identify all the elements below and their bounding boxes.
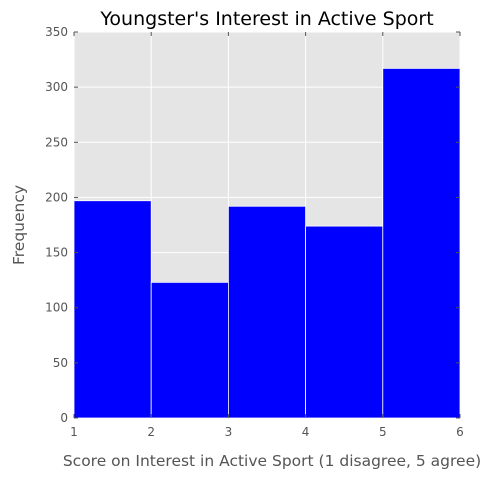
histogram-bar <box>306 226 383 418</box>
x-tick-label: 2 <box>147 425 155 439</box>
y-axis-label: Frequency <box>10 185 28 265</box>
y-tick-label: 100 <box>45 301 68 315</box>
x-tick-labels: 1 2 3 4 5 6 <box>70 425 464 439</box>
y-tick-label: 50 <box>53 356 68 370</box>
y-tick-label: 150 <box>45 246 68 260</box>
x-tick-label: 3 <box>225 425 233 439</box>
chart-title: Youngster's Interest in Active Sport <box>99 8 433 30</box>
y-tick-label: 200 <box>45 190 68 204</box>
histogram-bar <box>151 282 228 418</box>
y-tick-label: 300 <box>45 80 68 94</box>
y-tick-label: 350 <box>45 25 68 39</box>
x-tick-label: 4 <box>302 425 310 439</box>
x-tick-label: 6 <box>456 425 464 439</box>
y-tick-labels: 0 50 100 150 200 250 300 350 <box>45 25 68 425</box>
y-tick-label: 0 <box>60 411 68 425</box>
y-tick-label: 250 <box>45 135 68 149</box>
x-tick-label: 5 <box>379 425 387 439</box>
histogram-bar <box>74 201 151 418</box>
histogram-bar <box>383 68 460 418</box>
x-tick-label: 1 <box>70 425 78 439</box>
histogram-bar <box>228 206 305 418</box>
x-axis-label: Score on Interest in Active Sport (1 dis… <box>63 452 481 470</box>
